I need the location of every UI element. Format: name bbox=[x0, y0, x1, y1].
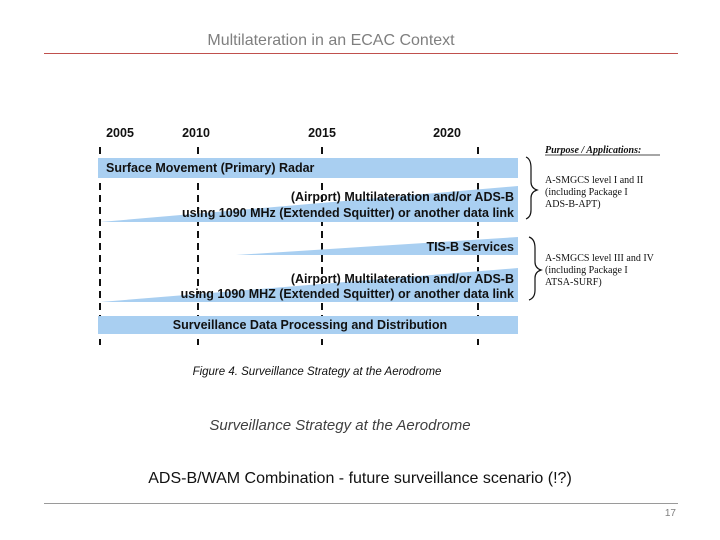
bar-label-data-processing: Surveillance Data Processing and Distrib… bbox=[173, 318, 447, 332]
bar-multilateration-1 bbox=[100, 186, 518, 222]
title-rule bbox=[44, 53, 678, 54]
page-number: 17 bbox=[664, 508, 676, 519]
slide-caption: Surveillance Strategy at the Aerodrome bbox=[209, 417, 471, 434]
applications-group1-line1: A-SMGCS level I and II bbox=[545, 175, 643, 186]
brace-group-2 bbox=[528, 236, 543, 301]
applications-group2-line3: ATSA-SURF) bbox=[545, 277, 602, 288]
year-label-2020: 2020 bbox=[433, 126, 461, 140]
figure-caption: Figure 4. Surveillance Strategy at the A… bbox=[193, 366, 442, 378]
brace-group-1 bbox=[525, 156, 539, 220]
year-label-2015: 2015 bbox=[308, 126, 336, 140]
bar-label-surface-radar: Surface Movement (Primary) Radar bbox=[106, 161, 315, 175]
bar-surface-radar bbox=[98, 158, 518, 178]
applications-heading: Purpose / Applications: bbox=[545, 145, 641, 156]
bar-label-multilateration-1a: (Airport) Multilateration and/or ADS-B bbox=[291, 190, 514, 204]
year-label-2010: 2010 bbox=[182, 126, 210, 140]
bar-multilateration-2 bbox=[100, 268, 518, 302]
bar-label-tisb: TIS-B Services bbox=[426, 240, 514, 254]
applications-group2-line1: A-SMGCS level III and IV bbox=[545, 253, 655, 264]
bar-label-multilateration-2a: (Airport) Multilateration and/or ADS-B bbox=[291, 272, 514, 286]
bar-label-multilateration-2b: using 1090 MHZ (Extended Squitter) or an… bbox=[181, 287, 514, 301]
applications-group1-line3: ADS-B-APT) bbox=[545, 199, 601, 210]
slide-subtitle: ADS-B/WAM Combination - future surveilla… bbox=[148, 470, 572, 487]
bar-label-multilateration-1b: using 1090 MHz (Extended Squitter) or an… bbox=[182, 206, 514, 220]
bar-data-processing bbox=[98, 316, 518, 334]
footer-rule bbox=[44, 503, 678, 504]
surveillance-strategy-figure: 2005 2010 2015 2020 Surface Movement (Pr… bbox=[98, 126, 660, 378]
applications-group1-line2: (including Package I bbox=[545, 187, 628, 198]
slide-title: Multilateration in an ECAC Context bbox=[207, 32, 455, 49]
year-label-2005: 2005 bbox=[106, 126, 134, 140]
applications-group2-line2: (including Package I bbox=[545, 265, 628, 276]
bar-tisb bbox=[236, 237, 518, 255]
